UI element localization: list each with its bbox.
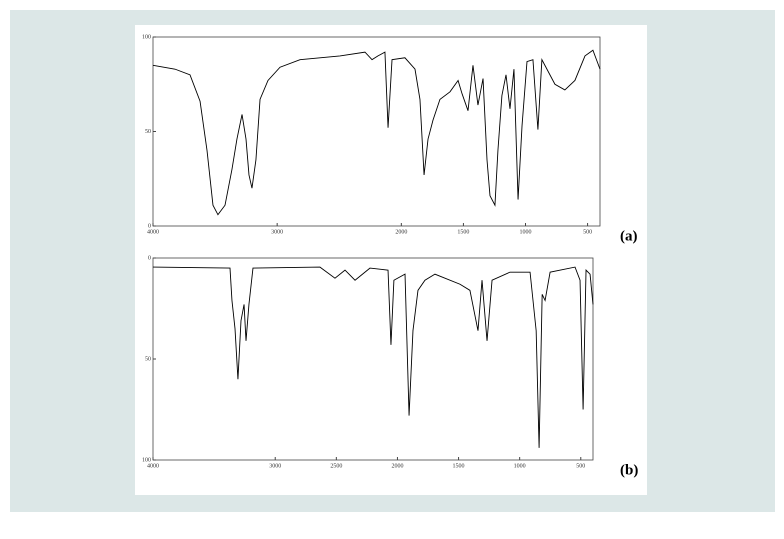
y-tick-label: 0 xyxy=(148,255,151,261)
y-tick-label: 100 xyxy=(142,34,151,40)
panel-label: (a) xyxy=(620,228,638,244)
y-tick-label: 50 xyxy=(145,356,151,362)
spectrum-line xyxy=(152,49,601,216)
x-tick-label: 3000 xyxy=(271,229,283,235)
x-tick-label: 4000 xyxy=(147,229,159,235)
x-tick-label: 1500 xyxy=(457,229,469,235)
x-tick-label: 1500 xyxy=(453,463,465,469)
x-tick-label: 500 xyxy=(576,463,585,469)
y-tick-label: 50 xyxy=(145,129,151,135)
x-tick-label: 1000 xyxy=(514,463,526,469)
figure-panel xyxy=(135,25,647,495)
x-tick-label: 1000 xyxy=(520,229,532,235)
y-tick-label: 0 xyxy=(148,223,151,229)
x-tick-label: 2000 xyxy=(395,229,407,235)
x-tick-label: 3000 xyxy=(269,463,281,469)
spectrum-line xyxy=(152,266,594,448)
x-tick-label: 2500 xyxy=(330,463,342,469)
y-tick-label: 100 xyxy=(142,457,151,463)
x-tick-label: 500 xyxy=(583,229,592,235)
panel-label: (b) xyxy=(620,462,638,478)
x-tick-label: 2000 xyxy=(391,463,403,469)
x-tick-label: 4000 xyxy=(147,463,159,469)
